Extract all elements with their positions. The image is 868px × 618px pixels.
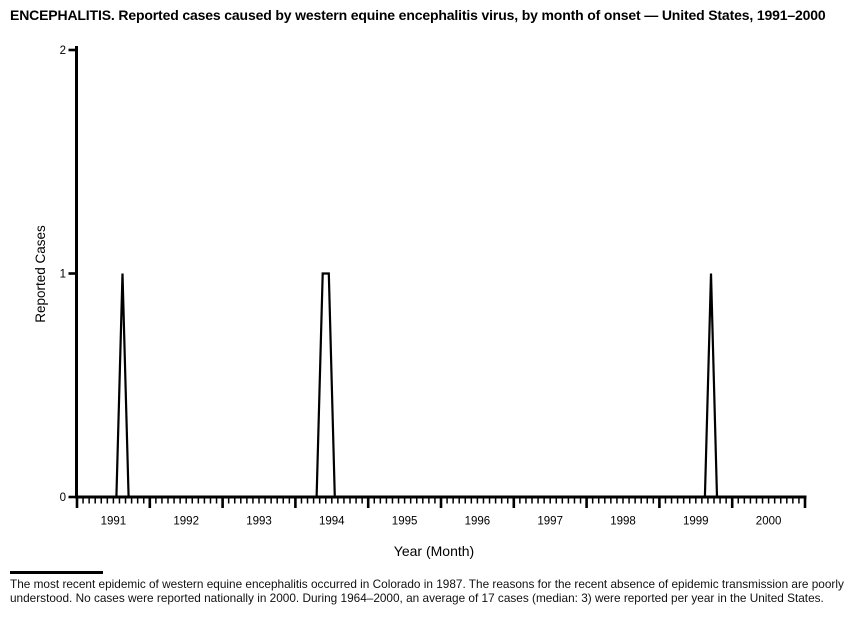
axes xyxy=(75,46,807,499)
x-axis-ticks xyxy=(75,498,807,508)
year-label: 1996 xyxy=(465,516,491,528)
footnote-divider xyxy=(10,571,103,574)
year-label: 1991 xyxy=(101,516,127,528)
year-label: 1997 xyxy=(537,516,563,528)
data-line xyxy=(76,272,806,499)
footnote-text: The most recent epidemic of western equi… xyxy=(10,577,844,605)
x-axis-title: Year (Month) xyxy=(394,543,474,559)
year-label: 1998 xyxy=(610,516,636,528)
year-label: 1995 xyxy=(392,516,418,528)
figure-title: ENCEPHALITIS. Reported cases caused by w… xyxy=(10,7,826,23)
y-tick-label: 0 xyxy=(60,492,66,504)
x-axis-year-labels: 1991 1992 1993 1994 1995 1996 1997 1998 1999 2000 xyxy=(101,516,782,528)
year-label: 1994 xyxy=(319,516,345,528)
y-axis-title: Reported Cases xyxy=(33,225,48,323)
y-axis-ticks: 0 1 2 xyxy=(60,45,75,504)
reported-cases-line xyxy=(76,272,806,499)
year-label: 1993 xyxy=(246,516,272,528)
year-label: 2000 xyxy=(756,516,782,528)
y-tick-label: 1 xyxy=(60,269,66,281)
y-tick-label: 2 xyxy=(60,45,66,57)
year-label: 1999 xyxy=(683,516,709,528)
line-chart: 0 1 2 1991 1992 1993 1994 1995 1996 1997 1998 1999… xyxy=(33,45,807,559)
year-label: 1992 xyxy=(173,516,199,528)
